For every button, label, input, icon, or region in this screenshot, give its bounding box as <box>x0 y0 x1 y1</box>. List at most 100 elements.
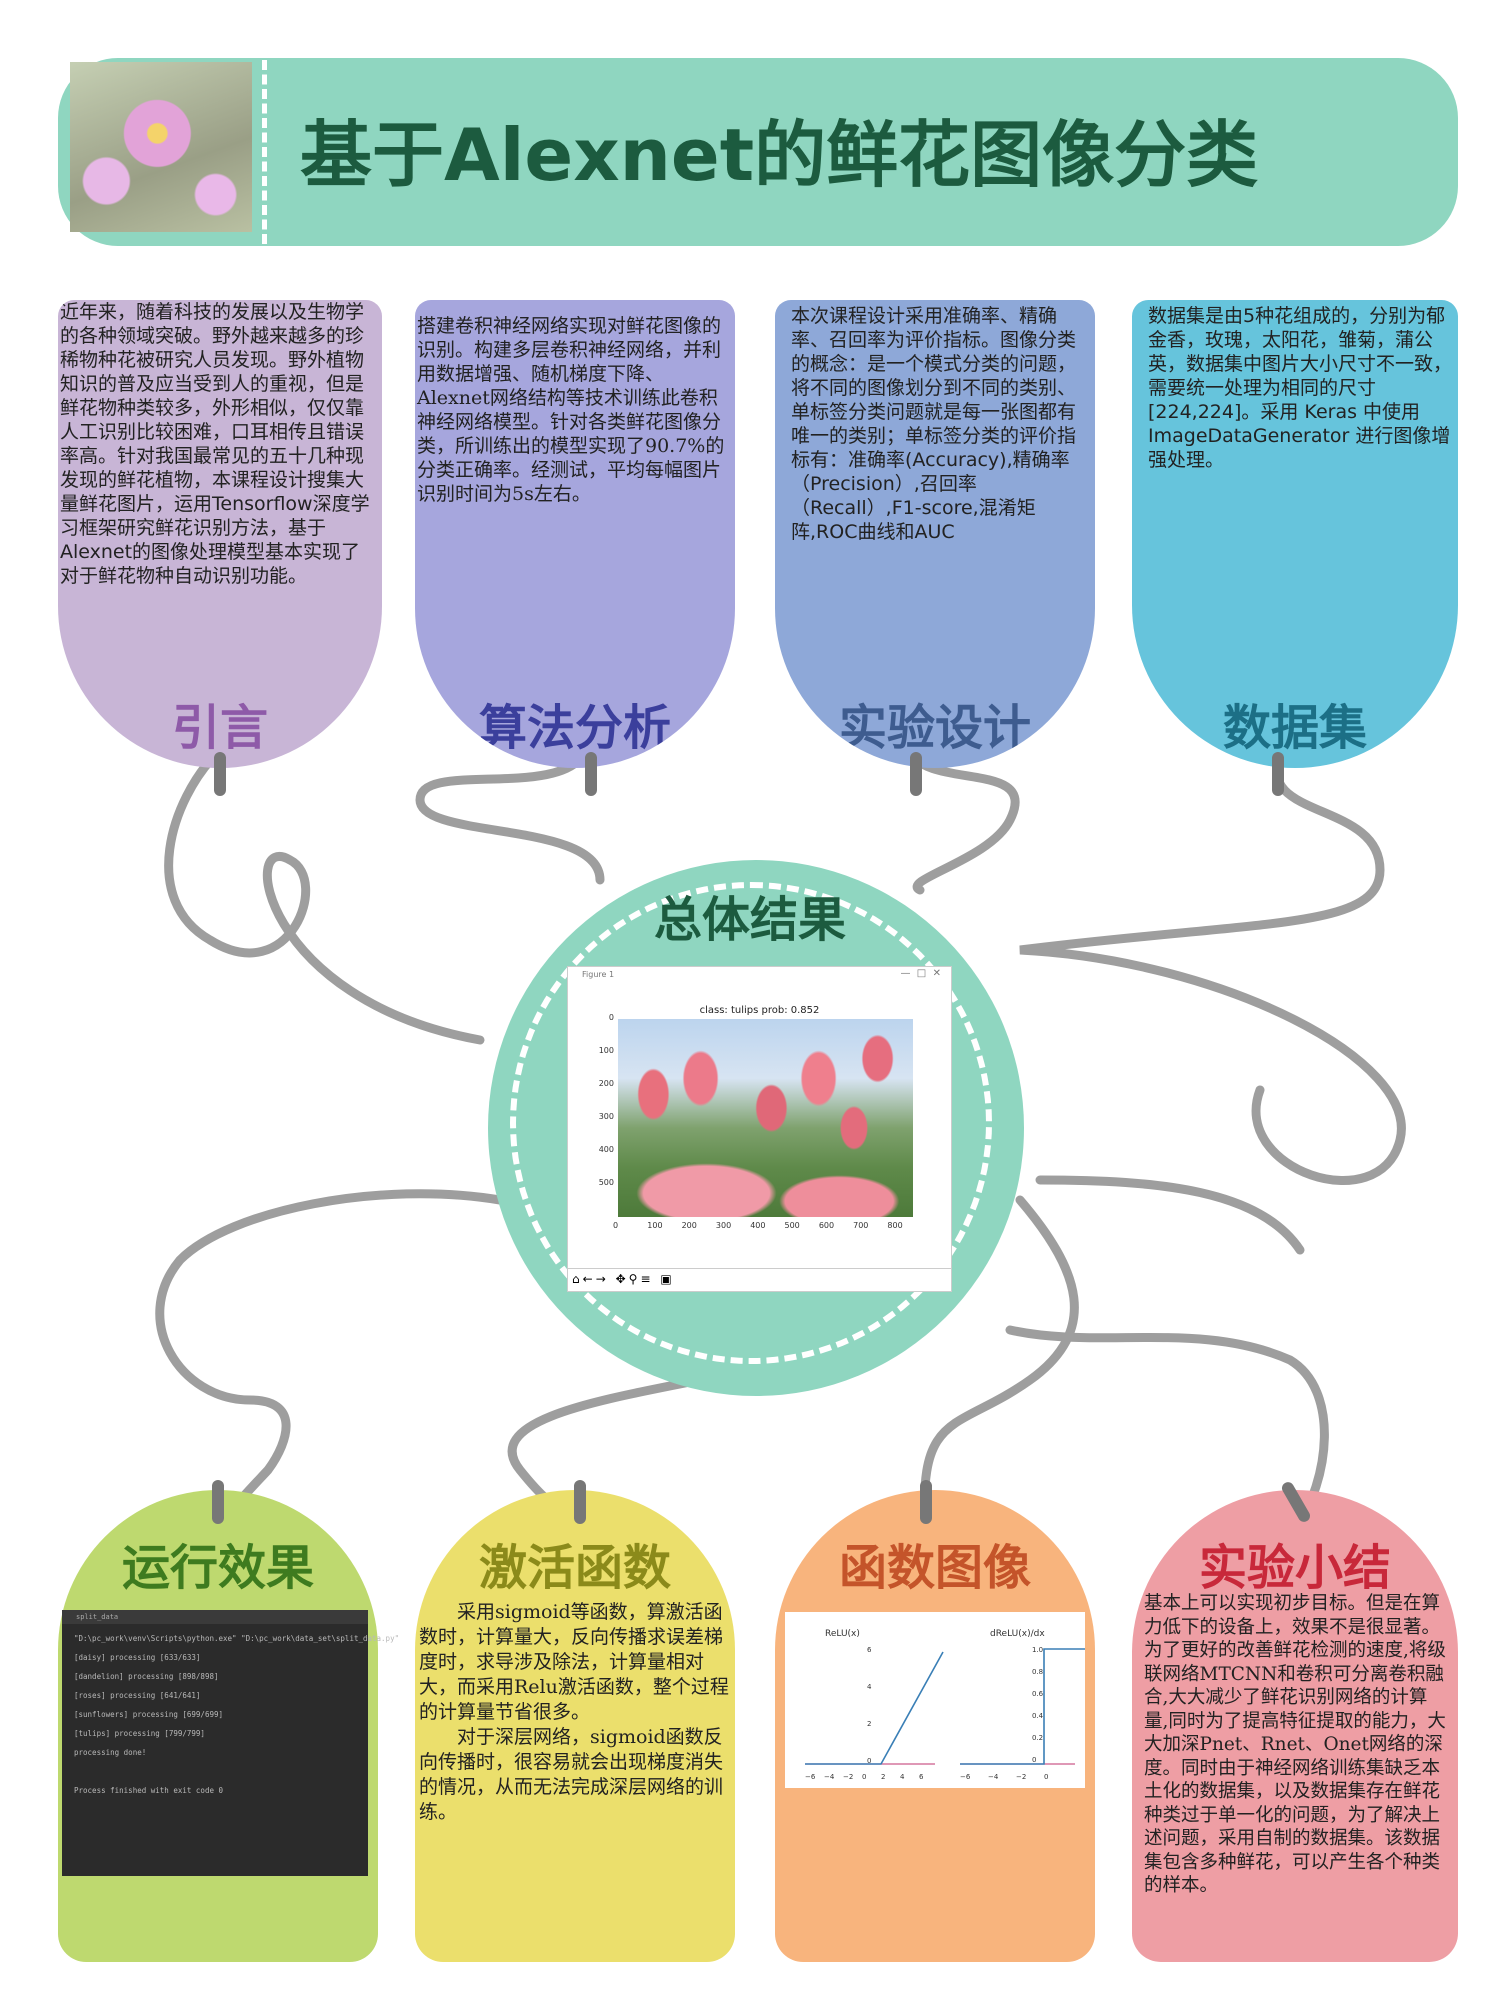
page-title: 基于Alexnet的鲜花图像分类 <box>300 113 1259 197</box>
terminal-line: Process finished with exit code 0 <box>74 1786 224 1795</box>
drelu-x-tick: 0 <box>1044 1773 1048 1781</box>
x-tick-label: 300 <box>715 1221 732 1230</box>
string-clip <box>1272 752 1284 796</box>
string-clip <box>585 752 597 796</box>
drelu-y-tick: 1.0 <box>1032 1646 1043 1654</box>
activation-function-title: 激活函数 <box>478 1540 671 1596</box>
figure-titlebar: Figure 1 — □ ✕ <box>568 967 951 985</box>
relu-x-tick: −6 <box>805 1773 816 1781</box>
x-tick-label: 800 <box>887 1221 903 1230</box>
card-experiment-design: 本次课程设计采用准确率、精确率、召回率为评价指标。图像分类的概念：是一个模式分类… <box>775 300 1095 768</box>
drelu-y-tick: 0.8 <box>1032 1668 1043 1676</box>
banner-divider <box>262 60 267 244</box>
relu-x-tick: 0 <box>862 1773 866 1781</box>
function-plot-title: 函数图像 <box>838 1540 1031 1596</box>
zoom-icon[interactable]: ⚲ <box>628 1272 641 1286</box>
activation-paragraph-2: 对于深层网络，sigmoid函数反向传播时，很容易就会出现梯度消失的情况，从而无… <box>419 1726 724 1823</box>
x-tick-label: 0 <box>613 1221 619 1230</box>
y-tick-label: 100 <box>598 1046 614 1055</box>
y-tick-label: 0 <box>608 1013 614 1022</box>
drelu-title: dReLU(x)/dx <box>990 1629 1045 1639</box>
relu-x-tick: 6 <box>919 1773 924 1781</box>
title-banner <box>58 58 1458 246</box>
introduction-text: 近年来，随着科技的发展以及生物学的各种领域突破。野外越来越多的珍稀物种花被研究人… <box>60 301 370 587</box>
terminal-tab[interactable]: split_data <box>62 1610 368 1624</box>
string-clip <box>920 1480 932 1524</box>
drelu-x-tick: −2 <box>1016 1773 1026 1781</box>
x-tick-label: 600 <box>818 1221 835 1230</box>
dataset-title: 数据集 <box>1222 700 1367 756</box>
dataset-text: 数据集是由5种花组成的，分别为郁金香，玫瑰，太阳花，雏菊，蒲公英，数据集中图片大… <box>1148 305 1453 471</box>
relu-y-tick: 0 <box>867 1757 871 1765</box>
pan-icon[interactable]: ✥ <box>615 1272 629 1286</box>
card-algorithm-analysis: 搭建卷积神经网络实现对鲜花图像的识别。构建多层卷积神经网络，并利用数据增强、随机… <box>415 300 735 768</box>
experiment-design-text: 本次课程设计采用准确率、精确率、召回率为评价指标。图像分类的概念：是一个模式分类… <box>791 305 1077 543</box>
terminal-line: processing done! <box>74 1748 147 1757</box>
x-tick-label: 200 <box>681 1221 697 1230</box>
relu-title: ReLU(x) <box>825 1629 860 1639</box>
terminal-line: [tulips] processing [799/799] <box>74 1729 205 1738</box>
y-tick-label: 400 <box>598 1145 614 1154</box>
card-summary: 实验小结 基本上可以实现初步目标。但是在算力低下的设备上，效果不是很显著。为了更… <box>1132 1490 1458 1962</box>
terminal-line: [roses] processing [641/641] <box>74 1691 201 1700</box>
terminal-output: split_data "D:\pc_work\venv\Scripts\pyth… <box>62 1610 399 1876</box>
y-tick-label: 300 <box>598 1112 614 1121</box>
drelu-y-tick: 0 <box>1032 1756 1036 1764</box>
y-tick-label: 200 <box>598 1079 614 1088</box>
relu-curve <box>805 1651 944 1765</box>
flower-photo <box>70 62 252 232</box>
summary-title: 实验小结 <box>1198 1540 1391 1596</box>
terminal-line: [daisy] processing [633/633] <box>74 1653 201 1662</box>
relu-x-tick: 2 <box>881 1773 885 1781</box>
x-tick-label: 500 <box>784 1221 800 1230</box>
drelu-curve <box>960 1648 1085 1765</box>
card-dataset: 数据集是由5种花组成的，分别为郁金香，玫瑰，太阳花，雏菊，蒲公英，数据集中图片大… <box>1132 300 1458 768</box>
relu-y-tick: 6 <box>867 1646 872 1654</box>
back-icon[interactable]: ← <box>582 1272 596 1286</box>
terminal-line: [dandelion] processing [898/898] <box>74 1672 219 1681</box>
home-icon[interactable]: ⌂ <box>572 1272 583 1286</box>
terminal-line: [sunflowers] processing [699/699] <box>74 1710 224 1719</box>
summary-text: 基本上可以实现初步目标。但是在算力低下的设备上，效果不是很显著。为了更好的改善鲜… <box>1144 1593 1446 1896</box>
window-controls-icon[interactable]: — □ ✕ <box>900 968 941 979</box>
drelu-y-tick: 0.6 <box>1032 1690 1044 1698</box>
relu-plot: ReLU(x) 6 4 2 0 −6 −4 −2 0 2 4 6 dReLU(x)/dx 1.0 0.8 0.… <box>785 1612 1085 1788</box>
terminal-line: "D:\pc_work\venv\Scripts\python.exe" "D:… <box>74 1634 400 1643</box>
forward-icon[interactable]: → <box>595 1272 609 1286</box>
figure-window-title: Figure 1 <box>582 970 615 979</box>
relu-y-tick: 2 <box>867 1720 871 1728</box>
dashed-ring <box>510 882 992 1364</box>
drelu-x-tick: −4 <box>988 1773 999 1781</box>
drelu-x-tick: −6 <box>960 1773 971 1781</box>
configure-icon[interactable]: ≡ <box>640 1272 654 1286</box>
string-clip <box>214 752 226 796</box>
string-clip <box>212 1480 224 1524</box>
algorithm-analysis-title: 算法分析 <box>478 700 671 756</box>
card-introduction: 近年来，随着科技的发展以及生物学的各种领域突破。野外越来越多的珍稀物种花被研究人… <box>58 300 382 768</box>
x-tick-label: 700 <box>853 1221 869 1230</box>
drelu-y-tick: 0.4 <box>1032 1712 1044 1720</box>
algorithm-analysis-text: 搭建卷积神经网络实现对鲜花图像的识别。构建多层卷积神经网络，并利用数据增强、随机… <box>417 315 725 505</box>
save-icon[interactable]: ▣ <box>660 1272 675 1286</box>
experiment-design-title: 实验设计 <box>838 700 1031 756</box>
x-tick-label: 100 <box>647 1221 663 1230</box>
figure-toolbar: ⌂←→ ✥⚲≡ ▣ <box>568 1268 951 1291</box>
tulip-image <box>618 1019 913 1217</box>
relu-y-tick: 4 <box>867 1683 872 1691</box>
relu-x-tick: −2 <box>843 1773 853 1781</box>
relu-x-tick: −4 <box>824 1773 835 1781</box>
introduction-title: 引言 <box>171 700 268 756</box>
overall-result-title: 总体结果 <box>653 892 846 948</box>
card-activation-function: 激活函数 采用sigmoid等函数，算激活函数时，计算量大，反向传播求误差梯度时… <box>415 1490 735 1962</box>
string-clip <box>910 752 922 796</box>
string-clip <box>574 1480 586 1524</box>
relu-x-tick: 4 <box>900 1773 905 1781</box>
activation-paragraph-1: 采用sigmoid等函数，算激活函数时，计算量大，反向传播求误差梯度时，求导涉及… <box>419 1601 729 1723</box>
run-results-title: 运行效果 <box>121 1540 314 1596</box>
y-tick-label: 500 <box>598 1178 614 1187</box>
x-tick-label: 400 <box>750 1221 766 1230</box>
drelu-y-tick: 0.2 <box>1032 1734 1043 1742</box>
result-figure-window: Figure 1 — □ ✕ class: tulips prob: 0.852… <box>567 966 952 1292</box>
plot-title: class: tulips prob: 0.852 <box>699 1005 820 1016</box>
